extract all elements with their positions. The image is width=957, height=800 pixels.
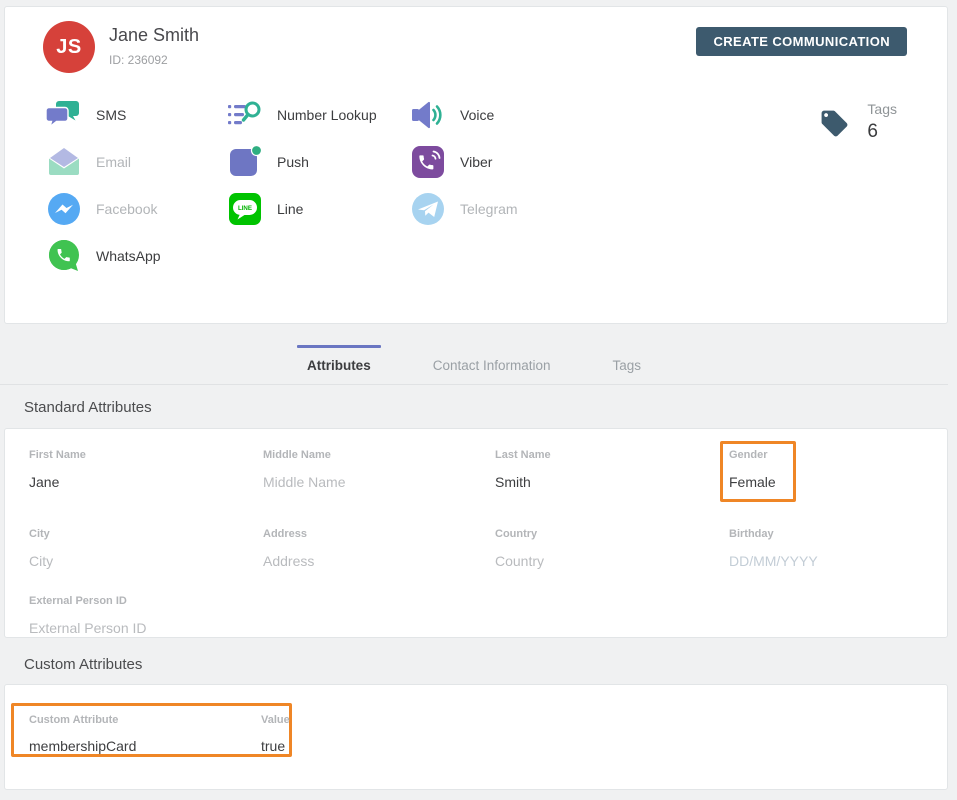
field-label: External Person ID <box>29 595 127 607</box>
field-value: Female <box>729 474 776 490</box>
channel-facebook[interactable]: Facebook <box>45 185 226 232</box>
column-header: Value <box>261 714 290 726</box>
channel-number-lookup[interactable]: Number Lookup <box>226 91 409 138</box>
channel-telegram[interactable]: Telegram <box>409 185 839 232</box>
custom-attribute-value-column: Value true <box>261 714 290 754</box>
channel-label: SMS <box>96 106 127 123</box>
telegram-icon <box>409 192 447 226</box>
field-last-name[interactable]: Last Name Smith <box>495 449 729 502</box>
field-placeholder: Address <box>263 553 315 569</box>
channel-voice[interactable]: Voice <box>409 91 839 138</box>
channel-label: Telegram <box>460 200 518 217</box>
standard-attributes-card: First Name Jane Middle Name Middle Name … <box>4 428 948 638</box>
channel-viber[interactable]: Viber <box>409 138 839 185</box>
tab-contact-information[interactable]: Contact Information <box>432 358 551 373</box>
viber-icon <box>409 145 447 179</box>
standard-attributes-fields: First Name Jane Middle Name Middle Name … <box>5 429 947 662</box>
field-country[interactable]: Country Country <box>495 528 729 569</box>
channel-push[interactable]: Push <box>226 138 409 185</box>
channel-label: Email <box>96 153 132 170</box>
tags-count: 6 <box>867 121 878 142</box>
field-label: City <box>29 528 50 540</box>
custom-attribute-name-column: Custom Attribute membershipCard <box>29 714 261 754</box>
field-first-name[interactable]: First Name Jane <box>29 449 263 502</box>
channel-label: WhatsApp <box>96 247 161 264</box>
field-birthday[interactable]: Birthday DD/MM/YYYY <box>729 528 949 569</box>
number-lookup-icon <box>226 101 264 129</box>
custom-attribute-value: true <box>261 738 286 754</box>
field-address[interactable]: Address Address <box>263 528 495 569</box>
tab-tags[interactable]: Tags <box>612 358 642 373</box>
push-icon <box>226 145 264 178</box>
standard-attributes-title: Standard Attributes <box>24 399 152 416</box>
custom-attribute-name: membershipCard <box>29 738 137 754</box>
avatar: JS <box>43 21 95 73</box>
field-middle-name[interactable]: Middle Name Middle Name <box>263 449 495 502</box>
channel-whatsapp[interactable]: WhatsApp <box>45 232 226 279</box>
person-id: ID: 236092 <box>109 53 168 67</box>
field-gender[interactable]: Gender Female <box>720 441 949 502</box>
svg-text:LINE: LINE <box>238 205 252 212</box>
profile-card: JS Jane Smith ID: 236092 CREATE COMMUNIC… <box>4 6 948 324</box>
field-placeholder: DD/MM/YYYY <box>729 553 818 569</box>
field-label: Address <box>263 528 308 540</box>
field-placeholder: External Person ID <box>29 620 147 636</box>
custom-attributes-card: Custom Attribute membershipCard Value tr… <box>4 684 948 790</box>
line-icon: LINE <box>226 192 264 226</box>
person-name: Jane Smith <box>109 25 200 45</box>
field-label: Last Name <box>495 449 551 461</box>
tags-summary[interactable]: Tags 6 <box>819 101 897 144</box>
column-header: Custom Attribute <box>29 714 119 726</box>
field-placeholder: Country <box>495 553 545 569</box>
field-placeholder: City <box>29 553 54 569</box>
field-label: First Name <box>29 449 86 461</box>
create-communication-button[interactable]: CREATE COMMUNICATION <box>696 27 907 56</box>
voice-icon <box>409 100 447 130</box>
channel-sms[interactable]: SMS <box>45 91 226 138</box>
email-icon <box>45 147 83 176</box>
channel-label: Voice <box>460 106 495 123</box>
channel-label: Viber <box>460 153 493 170</box>
channel-list: SMS Number Lookup <box>45 91 839 279</box>
field-label: Gender <box>729 449 768 461</box>
gender-highlight-box: Gender Female <box>720 441 796 502</box>
tags-label: Tags <box>867 101 897 117</box>
tab-attributes[interactable]: Attributes <box>296 345 381 373</box>
field-label: Country <box>495 528 538 540</box>
tag-icon <box>819 108 850 144</box>
field-label: Middle Name <box>263 449 331 461</box>
field-city[interactable]: City City <box>29 528 263 569</box>
field-external-person-id[interactable]: External Person ID External Person ID <box>29 595 263 636</box>
channel-label: Number Lookup <box>277 106 377 123</box>
custom-attribute-highlight-box[interactable]: Custom Attribute membershipCard Value tr… <box>11 703 292 757</box>
sms-icon <box>45 100 83 130</box>
profile-tabbar: Attributes Contact Information Tags <box>0 324 948 385</box>
whatsapp-icon <box>45 238 83 274</box>
field-placeholder: Middle Name <box>263 474 346 490</box>
channel-label: Line <box>277 200 304 217</box>
channel-line[interactable]: LINE Line <box>226 185 409 232</box>
channel-email[interactable]: Email <box>45 138 226 185</box>
field-label: Birthday <box>729 528 774 540</box>
facebook-messenger-icon <box>45 192 83 226</box>
channel-label: Push <box>277 153 309 170</box>
field-value: Jane <box>29 474 60 490</box>
channel-label: Facebook <box>96 200 158 217</box>
field-value: Smith <box>495 474 531 490</box>
custom-attributes-title: Custom Attributes <box>24 656 143 673</box>
